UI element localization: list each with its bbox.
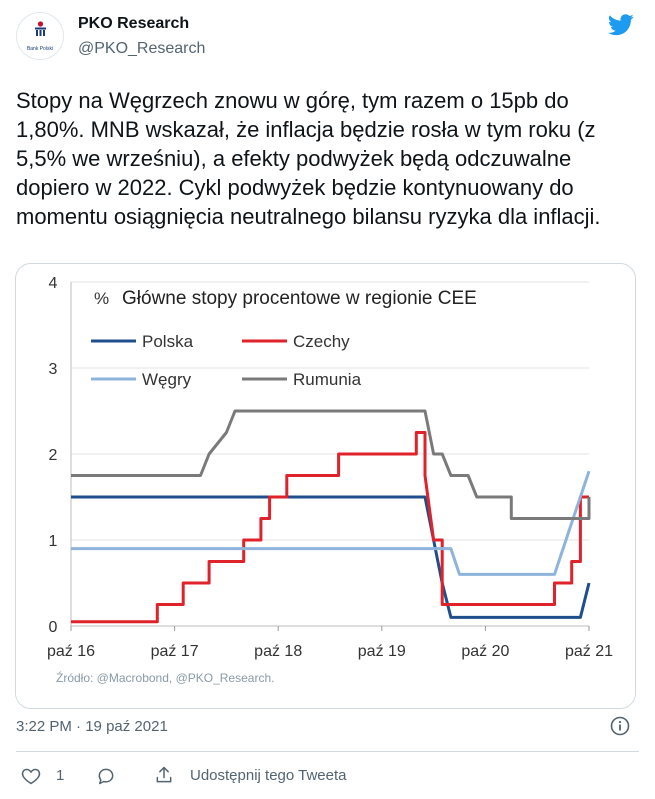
author-name[interactable]: PKO Research [78, 15, 190, 32]
avatar[interactable]: Bank Polski [16, 12, 64, 60]
x-tick-label: paź 16 [47, 643, 95, 660]
info-icon[interactable] [610, 716, 630, 736]
y-tick-label: 3 [49, 361, 58, 378]
tweet-time[interactable]: 3:22 PM [16, 718, 72, 735]
heart-icon[interactable] [21, 766, 41, 786]
action-bar: 1 Udostępnij tego Tweeta [0, 762, 655, 792]
x-tick-label: paź 19 [358, 643, 406, 660]
tweet-text: Stopy na Węgrzech znowu w górę, tym raze… [16, 88, 601, 229]
avatar-caption: Bank Polski [26, 46, 54, 52]
rates-chart: 0 1 2 3 4 paź 16 paź 17 paź 18 paź 19 paź 20 paź … [16, 264, 635, 708]
x-tick-label: paź 21 [565, 643, 613, 660]
series-line-węgry [71, 470, 591, 576]
x-tick-label: paź 18 [254, 643, 302, 660]
share-icon[interactable] [154, 765, 174, 785]
series-line-czechy [71, 431, 589, 624]
author-handle[interactable]: @PKO_Research [78, 40, 206, 57]
like-count[interactable]: 1 [56, 767, 65, 784]
x-tick-label: paź 20 [461, 643, 509, 660]
tweet-header: Bank Polski PKO Research @PKO_Research [0, 0, 655, 80]
comment-icon[interactable] [96, 766, 116, 786]
share-label[interactable]: Udostępnij tego Tweeta [190, 767, 347, 784]
series-line-rumunia [71, 409, 591, 520]
chart-image[interactable]: 0 1 2 3 4 paź 16 paź 17 paź 18 paź 19 paź 20 paź … [15, 263, 636, 709]
legend-label: Czechy [293, 332, 350, 351]
y-tick-label: 4 [49, 275, 58, 292]
legend-label: Rumunia [293, 370, 362, 389]
chart-ylabel: % [94, 289, 109, 308]
legend-label: Węgry [142, 370, 192, 389]
y-tick-label: 2 [49, 447, 58, 464]
meta-separator: · [76, 718, 82, 735]
divider [16, 751, 639, 752]
tweet-meta: 3:22 PM · 19 paź 2021 [16, 718, 168, 735]
x-tick-label: paź 17 [151, 643, 199, 660]
pko-logo-icon [35, 21, 46, 36]
tweet-date[interactable]: 19 paź 2021 [85, 718, 168, 735]
twitter-bird-icon[interactable] [608, 14, 634, 36]
legend-label: Polska [142, 332, 194, 351]
y-tick-label: 1 [49, 533, 58, 550]
y-tick-label: 0 [49, 619, 58, 636]
chart-title: Główne stopy procentowe w regionie CEE [122, 288, 477, 309]
chart-source: Źródło: @Macrobond, @PKO_Research. [56, 670, 274, 685]
